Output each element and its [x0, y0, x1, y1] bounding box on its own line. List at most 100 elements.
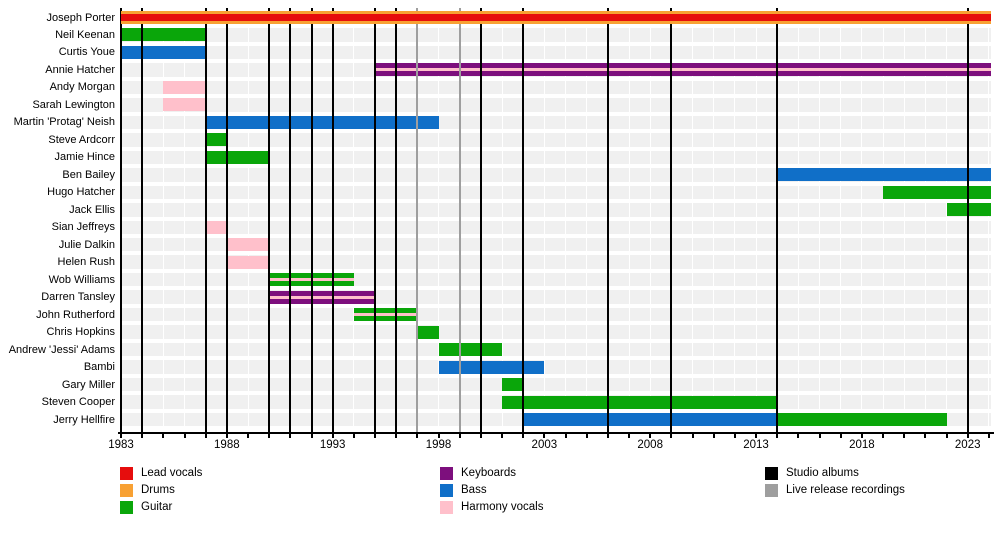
x-axis-tick	[797, 434, 800, 438]
studio-album-line	[268, 8, 271, 432]
timeline-bar	[121, 11, 991, 24]
studio-album-line	[310, 8, 313, 432]
timeline-bar	[205, 133, 227, 147]
x-axis-tick-label: 1998	[425, 439, 452, 451]
timeline-bar	[946, 203, 991, 217]
studio-album-line	[331, 8, 334, 432]
row-band	[121, 342, 991, 357]
year-gridline	[924, 8, 926, 432]
x-axis-tick	[882, 434, 885, 438]
x-axis-tick	[712, 434, 715, 438]
timeline-bar	[226, 255, 270, 269]
studio-album-line	[395, 8, 398, 432]
member-label: Chris Hopkins	[46, 326, 115, 339]
timeline-bar	[163, 80, 206, 94]
member-label: Jerry Hellfire	[53, 413, 115, 426]
row-band	[121, 45, 991, 60]
row-band	[121, 255, 991, 269]
timeline-bar	[205, 220, 227, 234]
studio-album-line	[522, 8, 525, 432]
year-gridline	[438, 8, 440, 432]
year-gridline	[840, 8, 842, 432]
x-axis-tick	[755, 434, 758, 438]
x-axis-tick-label: 2003	[531, 439, 558, 451]
x-axis-tick	[289, 434, 292, 438]
x-axis-tick	[628, 434, 631, 438]
x-axis-line	[118, 432, 994, 434]
year-gridline	[734, 8, 736, 432]
legend-label: Lead vocals	[141, 467, 203, 479]
row-band	[121, 203, 991, 217]
x-axis-tick	[987, 434, 990, 438]
timeline-bar	[269, 290, 375, 304]
year-gridline	[797, 8, 799, 432]
x-axis-tick	[247, 434, 249, 438]
member-label: Curtis Youe	[58, 46, 115, 59]
row-band	[121, 150, 991, 165]
year-gridline	[882, 8, 884, 432]
x-axis-tick	[691, 434, 694, 438]
member-label: Joseph Porter	[46, 11, 115, 24]
row-band	[121, 237, 991, 252]
timeline-bar	[777, 168, 991, 182]
row-band	[121, 133, 991, 147]
member-label: Andrew 'Jessi' Adams	[8, 343, 115, 356]
year-gridline	[501, 8, 503, 432]
year-gridline	[713, 8, 715, 432]
member-label: Gary Miller	[61, 378, 115, 391]
row-band	[121, 307, 991, 322]
x-axis-tick	[543, 434, 546, 438]
year-gridline	[903, 8, 905, 432]
year-gridline	[353, 8, 355, 432]
year-gridline	[247, 8, 249, 432]
x-axis-tick	[924, 434, 927, 438]
member-label: Neil Keenan	[55, 28, 115, 41]
x-axis-tick	[268, 434, 271, 438]
year-gridline	[543, 8, 545, 432]
member-label: Sian Jeffreys	[51, 221, 115, 234]
year-gridline	[586, 8, 588, 432]
plot-left-border	[120, 8, 122, 432]
legend-swatch	[440, 467, 453, 480]
x-axis-tick	[966, 434, 969, 438]
row-band	[121, 185, 991, 200]
live-release-line	[416, 8, 419, 432]
member-label: Wob Williams	[48, 273, 115, 286]
x-axis-tick-label: 1983	[108, 439, 134, 451]
x-axis-tick	[776, 434, 779, 438]
member-label: Hugo Hatcher	[47, 186, 115, 199]
studio-album-line	[606, 8, 609, 432]
year-gridline	[565, 8, 567, 432]
timeline-bar	[438, 343, 503, 357]
year-gridline	[184, 8, 185, 432]
legend-label: Studio albums	[786, 467, 859, 479]
x-axis-tick	[374, 434, 376, 438]
x-axis-tick	[585, 434, 588, 438]
x-axis-tick	[818, 434, 821, 438]
timeline-bar	[438, 360, 545, 374]
studio-album-line	[225, 8, 228, 432]
legend-label: Bass	[461, 484, 487, 497]
member-label: Martin 'Protag' Neish	[13, 116, 115, 129]
row-band	[121, 28, 991, 42]
member-label: John Rutherford	[36, 308, 115, 321]
member-label: Jack Ellis	[69, 203, 115, 216]
legend-swatch	[440, 484, 453, 498]
secondary-role-stripe	[353, 313, 418, 317]
x-axis-tick	[395, 434, 398, 438]
year-gridline	[946, 8, 948, 432]
x-axis-tick	[479, 434, 482, 438]
x-axis-tick-label: 2013	[743, 439, 769, 451]
x-axis-tick	[501, 434, 504, 438]
x-axis-tick	[649, 434, 652, 438]
x-axis-tick	[522, 434, 525, 438]
row-band	[121, 168, 991, 182]
studio-album-line	[374, 8, 376, 432]
legend-swatch	[120, 501, 133, 515]
x-axis-tick-label: 1993	[319, 439, 346, 451]
x-axis-tick-label: 2023	[954, 439, 981, 451]
x-axis-tick	[564, 434, 567, 438]
member-label: Helen Rush	[57, 256, 115, 269]
legend-swatch	[765, 484, 778, 498]
